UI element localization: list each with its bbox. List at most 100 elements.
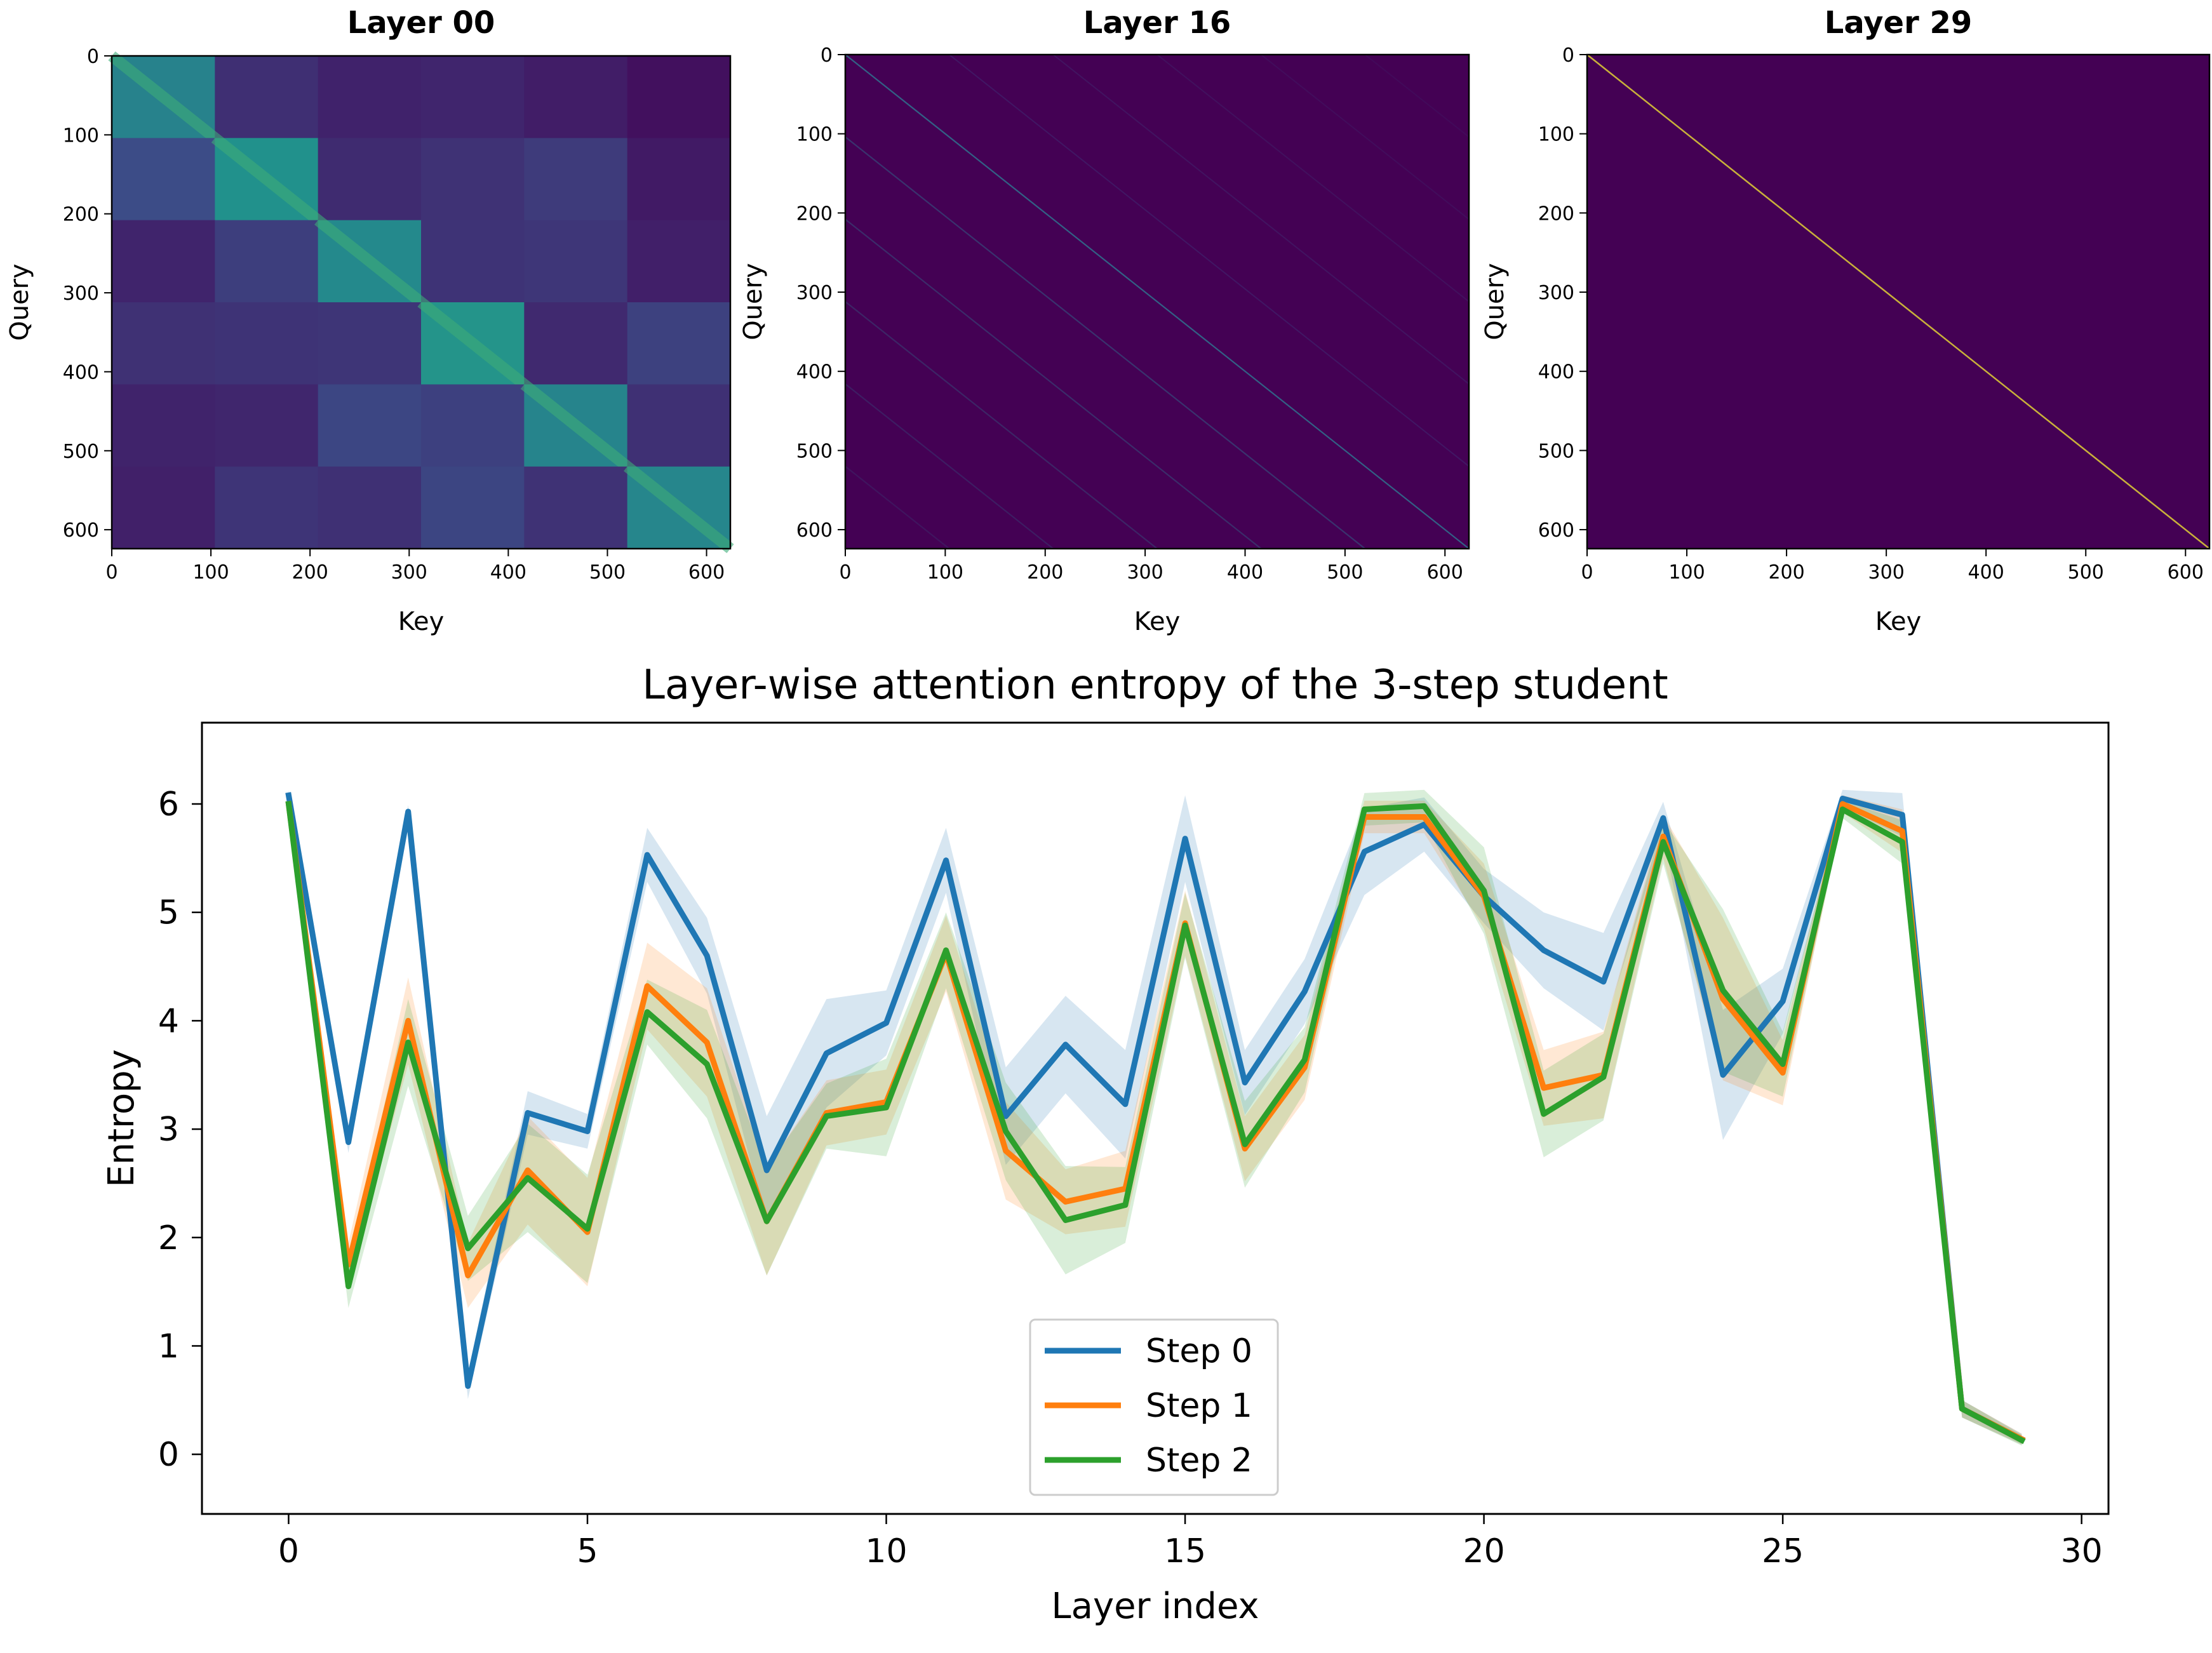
y-tick-label: 300 bbox=[796, 282, 833, 304]
y-tick-label: 300 bbox=[63, 283, 99, 305]
y-tick-label: 2 bbox=[158, 1219, 179, 1257]
x-tick-label: 600 bbox=[688, 561, 725, 584]
heatmap-panel: Layer 29 0 100 200 300 400 500 600 0 100 200 300 400… bbox=[1480, 5, 2211, 636]
heatmap-title: Layer 29 bbox=[1825, 5, 1973, 41]
heatmap-diagonal-stripe bbox=[624, 462, 734, 554]
x-tick-label: 600 bbox=[2168, 561, 2204, 584]
x-tick-label: 400 bbox=[1227, 561, 1263, 584]
heatmap-cell bbox=[215, 220, 319, 303]
y-tick-label: 0 bbox=[87, 46, 99, 68]
heatmap-diagonal-line bbox=[1364, 54, 1470, 138]
y-tick-label: 4 bbox=[158, 1002, 179, 1040]
heatmap-cell bbox=[627, 302, 731, 385]
x-tick-label: 5 bbox=[577, 1532, 598, 1570]
heatmap-cell bbox=[318, 384, 422, 467]
x-tick-label: 300 bbox=[1868, 561, 1905, 584]
heatmap-cell bbox=[524, 220, 628, 303]
heatmap-cell bbox=[421, 56, 525, 138]
x-tick-label: 300 bbox=[1127, 561, 1163, 584]
x-tick-label: 0 bbox=[839, 561, 851, 584]
y-axis-label: Query bbox=[5, 264, 34, 341]
heatmap-diagonal-line bbox=[1586, 54, 2210, 549]
heatmap-diagonal-line bbox=[845, 218, 1262, 549]
heatmap-diagonal-stripe bbox=[314, 215, 425, 307]
series-band bbox=[288, 789, 2022, 1445]
heatmap-cell bbox=[524, 56, 628, 138]
heatmap-title: Layer 00 bbox=[347, 5, 495, 41]
x-tick-label: 600 bbox=[1427, 561, 1463, 584]
heatmap-cell bbox=[215, 466, 319, 549]
series-line bbox=[285, 800, 2026, 1444]
chart-title: Layer-wise attention entropy of the 3-st… bbox=[642, 662, 1668, 709]
y-tick-label: 500 bbox=[796, 440, 833, 462]
y-tick-label: 0 bbox=[821, 44, 833, 67]
heatmap-diagonal-line bbox=[1052, 54, 1470, 385]
heatmap-diagonal-line bbox=[845, 465, 950, 549]
x-tick-label: 400 bbox=[490, 561, 526, 584]
heatmap-cell bbox=[318, 302, 422, 385]
x-axis-label: Key bbox=[1134, 607, 1181, 636]
y-tick-label: 200 bbox=[796, 203, 833, 225]
heatmap-diagonal-line bbox=[949, 54, 1470, 467]
y-tick-label: 100 bbox=[796, 124, 833, 146]
x-tick-label: 400 bbox=[1968, 561, 2004, 584]
heatmap-cell bbox=[627, 138, 731, 221]
x-tick-label: 100 bbox=[927, 561, 963, 584]
heatmap-panel: Layer 00 0 100 200 300 400 500 600 0 100 200 300 400… bbox=[5, 5, 734, 636]
heatmap-diagonal-line bbox=[845, 383, 1054, 549]
x-tick-label: 300 bbox=[391, 561, 427, 584]
heatmap-cell bbox=[112, 302, 215, 385]
legend-box bbox=[1029, 1318, 1279, 1496]
heatmap-diagonal-line bbox=[845, 54, 1470, 549]
x-tick-label: 500 bbox=[589, 561, 626, 584]
y-axis-label: Entropy bbox=[101, 1049, 142, 1188]
heatmap-cell bbox=[421, 138, 525, 221]
x-tick-label: 0 bbox=[278, 1532, 299, 1570]
heatmap-cell bbox=[524, 466, 628, 549]
heatmap-cell bbox=[318, 466, 422, 549]
heatmap-cell bbox=[421, 220, 525, 303]
y-axis-label: Query bbox=[739, 263, 768, 340]
series-line bbox=[285, 792, 2026, 1443]
y-tick-label: 600 bbox=[63, 519, 99, 542]
x-tick-label: 200 bbox=[1768, 561, 1804, 584]
heatmap-panel: Layer 16 0 100 200 300 400 500 600 0 100 200 300 400… bbox=[739, 5, 1470, 636]
x-tick-label: 100 bbox=[1668, 561, 1705, 584]
x-tick-label: 15 bbox=[1164, 1532, 1206, 1570]
heatmap-diagonal-stripe bbox=[211, 133, 322, 225]
heatmap-diagonal-stripe bbox=[417, 297, 528, 389]
y-tick-label: 600 bbox=[1538, 519, 1574, 542]
y-tick-label: 0 bbox=[158, 1436, 179, 1474]
heatmap-cell bbox=[318, 138, 422, 221]
x-tick-label: 10 bbox=[865, 1532, 907, 1570]
heatmap-cell bbox=[524, 138, 628, 221]
x-tick-label: 500 bbox=[2068, 561, 2104, 584]
heatmap-frame bbox=[1586, 53, 2211, 550]
legend-label: Step 2 bbox=[1146, 1442, 1252, 1480]
heatmap-cell bbox=[112, 466, 215, 549]
y-tick-label: 500 bbox=[63, 441, 99, 463]
heatmap-cell bbox=[627, 384, 731, 467]
heatmap-cell bbox=[627, 56, 731, 138]
heatmap-cell bbox=[627, 220, 731, 303]
x-axis-label: Key bbox=[398, 607, 445, 636]
heatmap-cell bbox=[112, 220, 215, 303]
heatmap-cell bbox=[215, 384, 319, 467]
y-tick-label: 300 bbox=[1538, 282, 1574, 304]
x-axis-label: Layer index bbox=[1051, 1586, 1259, 1627]
heatmap-frame bbox=[111, 55, 732, 550]
heatmap-frame bbox=[844, 53, 1470, 550]
x-tick-label: 500 bbox=[1327, 561, 1363, 584]
entropy-line-chart: Layer-wise attention entropy of the 3-st… bbox=[101, 662, 2110, 1627]
y-tick-label: 6 bbox=[158, 786, 179, 824]
y-tick-label: 3 bbox=[158, 1111, 179, 1149]
heatmap-cell bbox=[421, 466, 525, 549]
heatmap-cell bbox=[215, 302, 319, 385]
legend-label: Step 1 bbox=[1146, 1387, 1252, 1425]
y-tick-label: 0 bbox=[1562, 44, 1574, 67]
y-tick-label: 400 bbox=[63, 361, 99, 384]
heatmap-cell bbox=[112, 138, 215, 221]
legend-label: Step 0 bbox=[1146, 1332, 1252, 1370]
heatmap-cell bbox=[421, 384, 525, 467]
